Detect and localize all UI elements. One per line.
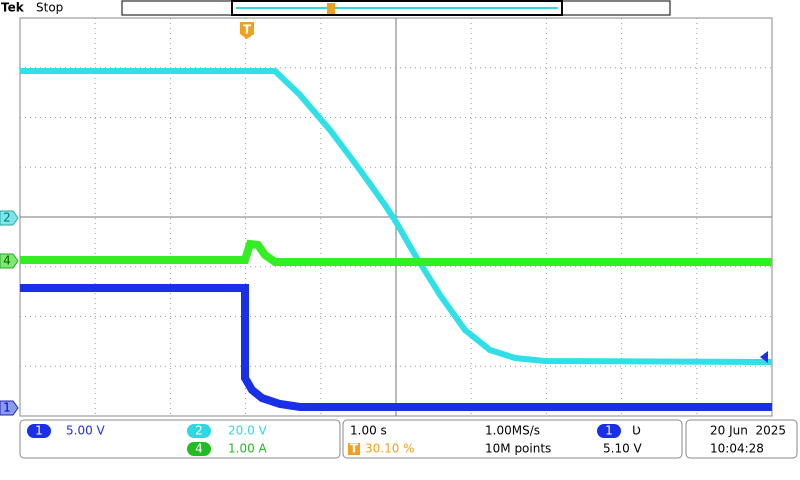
ch1-scale: 5.00 V [66,424,106,438]
trigger-badge [348,443,360,455]
ch4-badge-label: 4 [195,442,203,456]
clock-box [685,419,798,459]
ch2-badge [187,424,211,438]
ch2-scale: 20.0 V [228,424,268,438]
timebase: 1.00 s [350,424,387,438]
ch1-marker-label: 1 [3,401,11,415]
acq-state: Stop [36,1,63,15]
trigger-badge-label: T [350,442,359,456]
ch2-waveform [20,68,773,365]
trigger-marker [240,22,254,39]
channel-box [19,419,341,459]
graticule [19,17,773,417]
brand: Tek [1,1,25,15]
ch1-marker [0,400,19,416]
trigger-marker-label: T [243,23,252,37]
ch1-badge-label: 1 [35,424,43,438]
sample-rate: 1.00MS/s [485,424,540,438]
ch1-waveform [20,284,772,411]
ch4-marker [0,253,19,269]
ch2-marker [0,210,19,226]
ch4-scale: 1.00 A [228,442,268,456]
record-trigger [327,3,335,14]
ch2-marker-label: 2 [3,211,11,225]
trigger-level: 5.10 V [603,442,643,456]
ch4-badge [187,442,211,456]
ch1-trigger-level [760,351,768,363]
ch2-badge-label: 2 [195,424,203,438]
trigger-slope: Ʋ [632,424,641,438]
ch4-marker-label: 4 [3,254,11,268]
trigger-source: 1 [605,424,613,438]
record-length: 10M points [485,442,551,456]
time: 10:04:28 [710,442,764,456]
date: 20 Jun 2025 [710,424,786,438]
ch1-badge [27,424,51,438]
ch4-waveform [20,239,772,266]
trigger-source-badge [597,424,621,438]
trigger-position: 30.10 % [365,442,415,456]
